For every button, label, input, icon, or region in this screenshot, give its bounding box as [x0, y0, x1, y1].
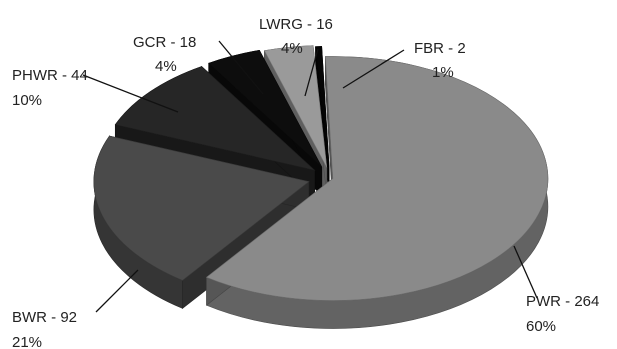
leader-line-pwr: [513, 245, 538, 299]
slice-percent-fbr: 1%: [432, 64, 454, 81]
slice-labels: PWR - 264 60% BWR - 92 21% PHWR - 44 10% GCR -…: [12, 16, 599, 349]
slice-percent-phwr: 10%: [12, 92, 42, 109]
slice-label-fbr: FBR - 2: [414, 40, 466, 57]
slice-label-phwr: PHWR - 44: [12, 67, 88, 84]
leader-line-gcr: [218, 40, 264, 95]
slice-label-lwrg: LWRG - 16: [259, 16, 333, 33]
leader-line-bwr: [95, 269, 139, 313]
slice-label-bwr: BWR - 92: [12, 309, 77, 326]
slice-percent-bwr: 21%: [12, 334, 42, 349]
slice-label-gcr: GCR - 18: [133, 34, 196, 51]
slice-gcr: [208, 49, 323, 168]
slice-label-pwr: PWR - 264: [526, 293, 599, 310]
slice-bwr: [93, 135, 310, 281]
slice-phwr: [114, 66, 316, 171]
slice-pwr: [205, 56, 549, 301]
leader-lines: [82, 40, 538, 313]
pie-slices: [93, 45, 549, 329]
slice-percent-pwr: 60%: [526, 318, 556, 335]
leader-line-fbr: [342, 49, 405, 89]
leader-line-phwr: [82, 74, 179, 113]
leader-line-lwrg: [304, 48, 319, 97]
slice-fbr: [315, 46, 330, 169]
slice-percent-lwrg: 4%: [281, 40, 303, 57]
slice-percent-gcr: 4%: [155, 58, 177, 75]
slice-lwrg: [263, 45, 328, 168]
